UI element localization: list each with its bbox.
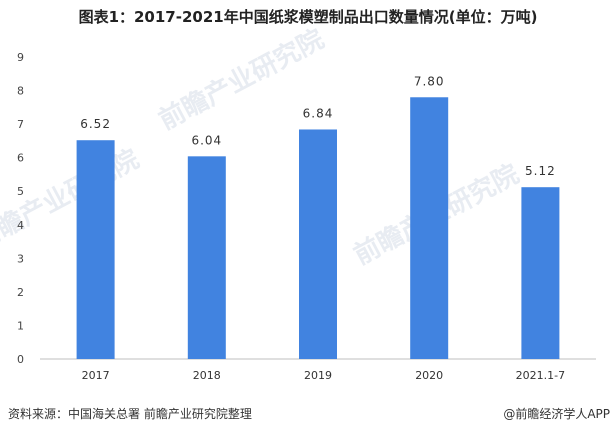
bar xyxy=(187,156,226,359)
y-tick-label: 3 xyxy=(17,252,24,265)
x-tick-label: 2017 xyxy=(82,369,110,382)
x-tick-label: 2021.1-7 xyxy=(516,369,565,382)
credit-note: @前瞻经济学人APP xyxy=(503,407,610,421)
bars: 6.52 6.04 6.84 7.80 5.12 xyxy=(76,74,560,360)
bar-value-label: 7.80 xyxy=(414,74,445,88)
chart-title: 图表1：2017-2021年中国纸浆模塑制品出口数量情况(单位：万吨) xyxy=(78,8,538,26)
bar-value-label: 6.04 xyxy=(191,133,222,147)
y-tick-label: 7 xyxy=(17,118,24,131)
bar xyxy=(521,187,560,359)
bar xyxy=(299,129,337,359)
bar-value-label: 6.84 xyxy=(303,106,334,120)
y-tick-label: 2 xyxy=(17,286,24,299)
bar-value-label: 6.52 xyxy=(80,117,111,131)
bar xyxy=(76,140,115,359)
y-tick-label: 0 xyxy=(17,353,24,366)
source-note: 资料来源：中国海关总署 前瞻产业研究院整理 xyxy=(8,407,252,421)
y-tick-label: 9 xyxy=(17,51,24,64)
y-tick-label: 8 xyxy=(17,85,24,98)
y-tick-label: 1 xyxy=(17,319,24,332)
y-axis: 0 1 2 3 4 5 6 7 8 9 xyxy=(17,51,24,366)
bar xyxy=(410,97,449,360)
x-tick-label: 2019 xyxy=(304,369,332,382)
bar-value-label: 5.12 xyxy=(525,164,556,178)
y-tick-label: 6 xyxy=(17,152,24,165)
x-tick-label: 2020 xyxy=(415,369,443,382)
y-tick-label: 5 xyxy=(17,185,24,198)
x-axis: 2017 2018 2019 2020 2021.1-7 xyxy=(82,369,566,382)
x-tick-label: 2018 xyxy=(193,369,221,382)
y-tick-label: 4 xyxy=(17,219,24,232)
